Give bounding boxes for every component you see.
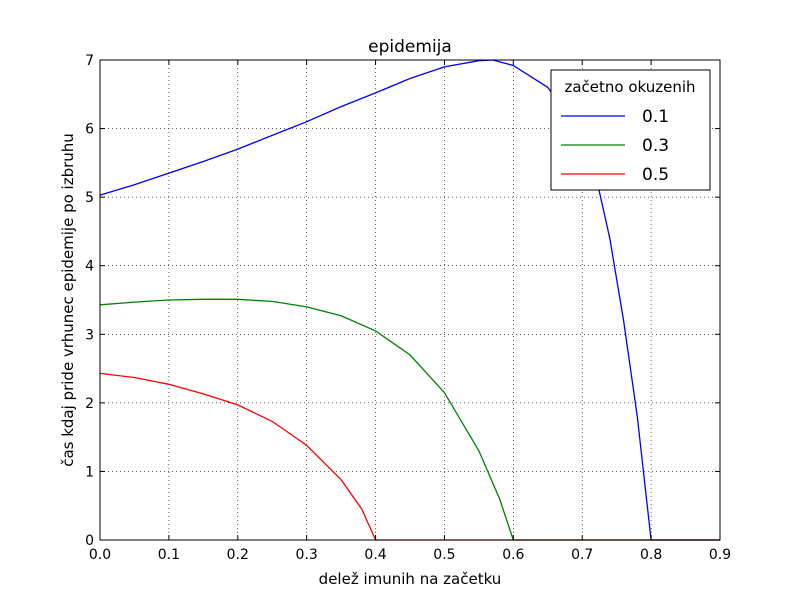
legend-box [550,69,711,191]
series-line-0.3 [99,298,720,541]
chart-title: epidemija [368,37,452,57]
x-tick-label: 0.5 [433,547,455,563]
legend-label: 0.1 [642,107,669,127]
legend-title: začetno okuzenih [564,78,695,96]
x-tick-label: 0.1 [158,547,180,563]
legend-entries: 0.1 0.3 0.5 [561,107,669,185]
y-tick-label: 3 [85,327,94,343]
y-axis-title: čas kdaj pride vrhunec epidemije po izbr… [59,133,77,467]
series-line-0.1 [99,59,720,541]
legend-label: 0.3 [642,136,669,156]
y-tick-label: 1 [85,464,94,480]
y-tick-label: 4 [85,259,94,275]
legend: začetno okuzenih 0.1 0.3 0.5 [550,69,711,191]
y-tick-label: 2 [85,396,94,412]
series-lines [99,59,720,541]
y-tick-label: 7 [85,53,94,69]
y-tick-label: 5 [85,190,94,206]
tick-labels: 0.0 0.1 0.2 0.3 0.4 0.5 0.6 0.7 0.8 0.9 0 1 2 3 4 5 6 7 [85,53,731,563]
series-line-0.5 [99,372,720,541]
x-axis-title: delež imunih na začetku [319,570,502,588]
x-tick-label: 0.8 [640,547,662,563]
y-tick-label: 6 [85,122,94,138]
x-tick-label: 0.7 [571,547,593,563]
plot-frame [99,59,721,541]
x-tick-label: 0.4 [364,547,386,563]
x-tick-label: 0.2 [227,547,249,563]
y-tick-label: 0 [85,533,94,549]
x-tick-label: 0.0 [89,547,111,563]
x-tick-label: 0.3 [296,547,318,563]
tick-marks [99,59,721,541]
x-tick-label: 0.9 [709,547,731,563]
legend-label: 0.5 [642,165,669,185]
x-tick-label: 0.6 [502,547,524,563]
